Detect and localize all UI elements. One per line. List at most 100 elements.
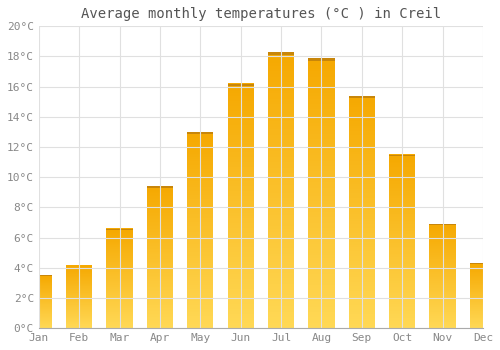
- Bar: [348, 272, 375, 275]
- Bar: [106, 310, 132, 311]
- Bar: [389, 172, 415, 174]
- Bar: [66, 293, 92, 294]
- Bar: [430, 267, 456, 268]
- Bar: [106, 295, 132, 296]
- Bar: [348, 128, 375, 131]
- Bar: [430, 305, 456, 306]
- Bar: [106, 318, 132, 319]
- Bar: [430, 288, 456, 290]
- Bar: [470, 318, 496, 319]
- Bar: [228, 250, 254, 252]
- Bar: [348, 117, 375, 119]
- Bar: [66, 299, 92, 300]
- Bar: [389, 208, 415, 210]
- Bar: [228, 230, 254, 233]
- Bar: [106, 316, 132, 317]
- Bar: [348, 177, 375, 180]
- Bar: [308, 88, 334, 90]
- Bar: [147, 286, 173, 287]
- Bar: [106, 257, 132, 258]
- Bar: [389, 285, 415, 287]
- Bar: [147, 237, 173, 239]
- Bar: [308, 274, 334, 277]
- Bar: [147, 208, 173, 209]
- Bar: [228, 152, 254, 155]
- Bar: [26, 296, 52, 297]
- Bar: [147, 275, 173, 277]
- Bar: [389, 234, 415, 236]
- Bar: [228, 296, 254, 299]
- Bar: [268, 157, 294, 160]
- Bar: [187, 316, 214, 319]
- Bar: [348, 154, 375, 156]
- Bar: [430, 258, 456, 259]
- Bar: [389, 276, 415, 278]
- Bar: [389, 293, 415, 295]
- Bar: [389, 177, 415, 179]
- Bar: [66, 317, 92, 318]
- Bar: [26, 275, 52, 276]
- Bar: [268, 325, 294, 328]
- Bar: [26, 307, 52, 308]
- Bar: [268, 165, 294, 168]
- Bar: [308, 142, 334, 145]
- Bar: [106, 271, 132, 272]
- Bar: [268, 198, 294, 201]
- Bar: [187, 197, 214, 199]
- Bar: [389, 295, 415, 297]
- Bar: [147, 284, 173, 286]
- Bar: [389, 316, 415, 318]
- Bar: [430, 245, 456, 246]
- Bar: [470, 300, 496, 301]
- Bar: [228, 113, 254, 116]
- Bar: [187, 134, 214, 136]
- Bar: [228, 321, 254, 323]
- Bar: [389, 210, 415, 212]
- Bar: [268, 182, 294, 184]
- Bar: [348, 312, 375, 314]
- Bar: [228, 291, 254, 294]
- Bar: [430, 255, 456, 256]
- Bar: [268, 190, 294, 193]
- Bar: [430, 303, 456, 304]
- Bar: [106, 240, 132, 241]
- Bar: [348, 149, 375, 152]
- Bar: [106, 322, 132, 323]
- Bar: [470, 311, 496, 312]
- Bar: [228, 225, 254, 228]
- Bar: [308, 144, 334, 147]
- Bar: [389, 224, 415, 226]
- Bar: [187, 183, 214, 185]
- Bar: [389, 278, 415, 280]
- Bar: [470, 287, 496, 288]
- Bar: [26, 293, 52, 294]
- Bar: [470, 288, 496, 289]
- Bar: [187, 291, 214, 293]
- Bar: [348, 168, 375, 170]
- Bar: [268, 220, 294, 223]
- Bar: [308, 96, 334, 98]
- Bar: [106, 299, 132, 300]
- Bar: [268, 129, 294, 132]
- Bar: [26, 305, 52, 306]
- Bar: [228, 186, 254, 189]
- Bar: [26, 298, 52, 299]
- Bar: [147, 203, 173, 205]
- Bar: [26, 288, 52, 289]
- Bar: [66, 298, 92, 299]
- Bar: [430, 318, 456, 320]
- Bar: [187, 165, 214, 167]
- Bar: [348, 210, 375, 212]
- Bar: [430, 286, 456, 288]
- Bar: [430, 224, 456, 225]
- Bar: [187, 295, 214, 297]
- Bar: [308, 231, 334, 233]
- Bar: [389, 182, 415, 184]
- Bar: [228, 282, 254, 284]
- Bar: [470, 323, 496, 324]
- Bar: [147, 206, 173, 208]
- Bar: [430, 309, 456, 310]
- Bar: [430, 225, 456, 226]
- Bar: [187, 232, 214, 234]
- Bar: [147, 236, 173, 237]
